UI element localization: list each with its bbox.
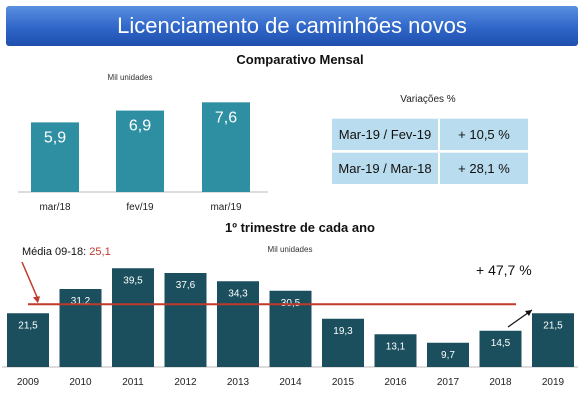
monthly-bar-value-label: 5,9 [44,129,66,146]
monthly-tick-label: fev/19 [126,202,154,213]
quarter-title: 1º trimestre de cada ano [225,220,375,235]
variations-title: Variações % [400,94,456,105]
average-value: 25,1 [89,246,111,258]
monthly-bar [31,122,79,192]
monthly-bar [116,110,164,192]
monthly-tick-label: mar/18 [39,202,71,213]
growth-annotation: + 47,7 % [476,262,532,278]
variation-row: Mar-19 / Mar-18 + 28,1 % [332,152,528,184]
banner-title: Licenciamento de caminhões novos [117,13,467,38]
monthly-bar-value-label: 6,9 [129,118,151,135]
variation-row: Mar-19 / Fev-19 + 10,5 % [332,118,528,150]
variation-value: + 28,1 % [458,161,510,176]
title-banner: Licenciamento de caminhões novos [6,6,578,46]
monthly-unit-label: Mil unidades [107,73,153,82]
monthly-tick-label: mar/19 [210,202,242,213]
average-annotation: Média 09-18: 25,1 [22,246,111,258]
monthly-title: Comparativo Mensal [236,52,364,67]
monthly-bar [202,102,250,192]
variation-value: + 10,5 % [458,127,510,142]
variation-period: Mar-19 / Fev-19 [332,119,440,150]
variations-table: Mar-19 / Fev-19 + 10,5 % Mar-19 / Mar-18… [332,118,528,186]
quarter-unit-label: Mil unidades [267,245,313,254]
variation-period: Mar-19 / Mar-18 [332,153,440,184]
monthly-bar-value-label: 7,6 [215,109,237,126]
average-label: Média 09-18: [22,246,87,258]
